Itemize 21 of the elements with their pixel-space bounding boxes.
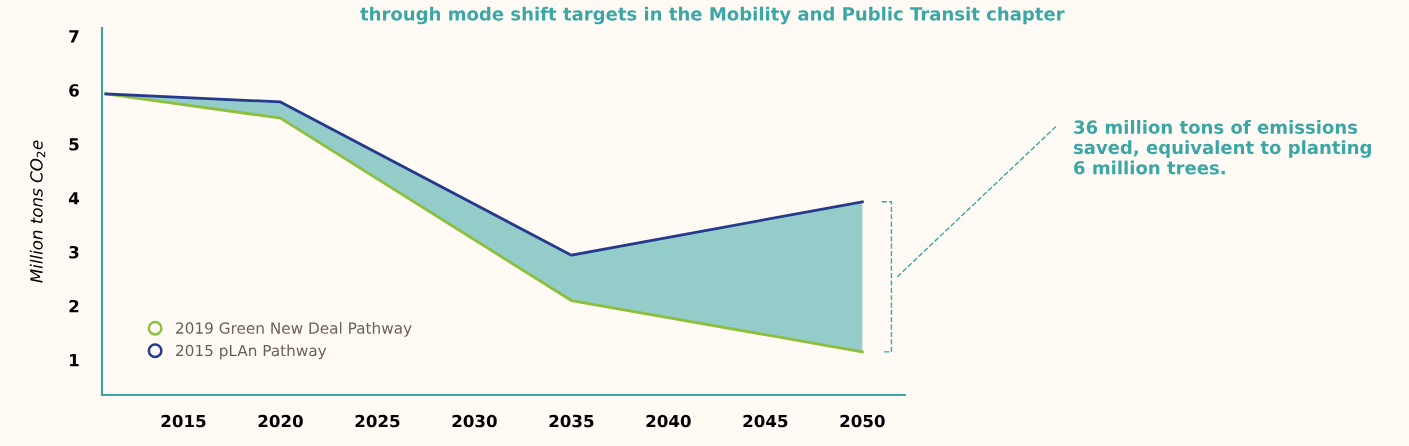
y-tick-label: 2: [69, 299, 79, 313]
x-tick-label: 2015: [161, 414, 206, 428]
x-tick-label: 2045: [743, 414, 788, 428]
legend-label: 2019 Green New Deal Pathway: [176, 322, 412, 337]
y-tick-label: 1: [70, 354, 79, 367]
y-tick-label: 5: [69, 138, 79, 151]
x-tick-label: 2030: [452, 414, 497, 428]
text: through mode shift targets in the Mobility and Public Transit chapter: [360, 6, 1065, 25]
x-tick-label: 2020: [258, 414, 303, 428]
y-tick-label: 4: [68, 192, 80, 205]
line-series: [104, 92, 864, 257]
x-tick-label: 2035: [549, 414, 594, 428]
text: 36 million tons of emissions saved, equivalent to planting 6 million trees.: [1073, 120, 1371, 175]
x-tick-label: 2050: [840, 414, 885, 428]
x-tick-label: 2025: [355, 414, 400, 428]
legend-label: 2015 pLAn Pathway: [176, 344, 327, 360]
y-tick-label: 3: [69, 245, 79, 259]
y-tick-label: 7: [69, 30, 79, 43]
y-tick-label: 6: [69, 84, 79, 97]
y-axis-title: Million tons CO$_{2}$e: [29, 140, 46, 283]
x-tick-label: 2040: [646, 414, 691, 428]
